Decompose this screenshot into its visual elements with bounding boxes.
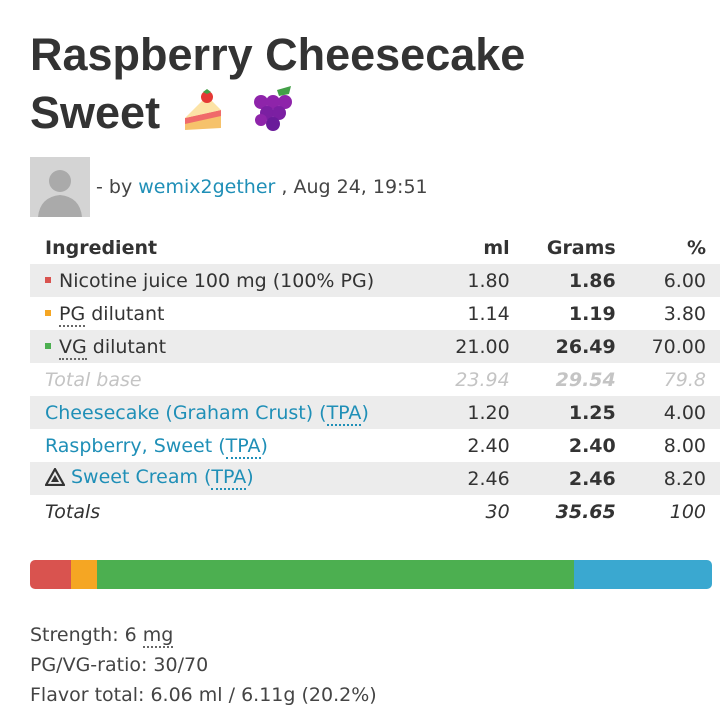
ml-value: 2.40 <box>467 434 510 457</box>
total-base-label: Total base <box>45 368 142 391</box>
header-percent: % <box>686 236 706 259</box>
percent-value: 100 <box>669 500 706 523</box>
author-prefix: - by <box>96 176 133 198</box>
table-row: PG dilutant 1.14 1.19 3.80 <box>30 297 720 330</box>
recipe-summary: Strength: 6 mg PG/VG-ratio: 30/70 Flavor… <box>30 620 377 710</box>
title-line-1: Raspberry Cheesecake <box>30 29 526 80</box>
table-row: Sweet Cream (TPA) 2.46 2.46 8.20 <box>30 462 720 495</box>
post-date: , Aug 24, 19:51 <box>281 176 428 198</box>
bar-segment-flavor <box>574 560 712 589</box>
ingredient-name: dilutant <box>86 335 167 358</box>
percent-value: 6.00 <box>663 269 706 292</box>
ingredient-name: Nicotine juice 100 mg (100% PG) <box>59 269 375 292</box>
vg-color-swatch <box>45 342 51 349</box>
percent-value: 8.20 <box>663 467 706 490</box>
flavor-link[interactable]: Sweet Cream (TPA) <box>71 466 254 490</box>
percent-value: 8.00 <box>663 434 706 457</box>
author-link[interactable]: wemix2gether <box>138 176 276 198</box>
percent-value: 70.00 <box>651 335 706 358</box>
strength-text: Strength: 6 <box>30 624 143 646</box>
flavor-name-close: ) <box>260 434 268 457</box>
ml-value: 2.46 <box>467 467 510 490</box>
composition-bar <box>30 560 712 589</box>
ml-value: 21.00 <box>455 335 510 358</box>
ml-value: 1.80 <box>467 269 510 292</box>
warning-icon[interactable] <box>44 467 66 491</box>
ingredient-name: dilutant <box>85 302 165 325</box>
bar-segment-nicotine <box>30 560 71 589</box>
grams-value: 35.65 <box>555 500 616 523</box>
grams-value: 26.49 <box>555 335 616 358</box>
ml-value: 1.14 <box>467 302 510 325</box>
flavor-total-line: Flavor total: 6.06 ml / 6.11g (20.2%) <box>30 684 377 706</box>
totals-row: Totals 30 35.65 100 <box>30 495 720 528</box>
table-row: VG dilutant 21.00 26.49 70.00 <box>30 330 720 363</box>
grams-value: 1.25 <box>568 401 616 424</box>
header-ingredient: Ingredient <box>45 236 158 259</box>
grams-value: 1.19 <box>568 302 616 325</box>
title-line-2: Sweet <box>30 87 161 138</box>
bar-segment-vg <box>96 560 575 589</box>
table-row: Cheesecake (Graham Crust) (TPA) 1.20 1.2… <box>30 396 720 429</box>
nicotine-color-swatch <box>45 276 51 283</box>
flavor-name-close: ) <box>361 401 369 424</box>
percent-value: 4.00 <box>663 401 706 424</box>
flavor-name-close: ) <box>246 466 254 488</box>
percent-value: 3.80 <box>663 302 706 325</box>
flavor-link[interactable]: Raspberry, Sweet (TPA) <box>45 434 268 459</box>
header-ml: ml <box>483 236 510 259</box>
tpa-abbreviation: TPA <box>225 434 261 459</box>
flavor-name: Cheesecake (Graham Crust) ( <box>45 401 327 424</box>
table-row: Raspberry, Sweet (TPA) 2.40 2.40 8.00 <box>30 429 720 462</box>
flavor-link[interactable]: Cheesecake (Graham Crust) (TPA) <box>45 401 369 426</box>
pg-color-swatch <box>45 309 51 316</box>
avatar[interactable] <box>30 157 90 217</box>
table-header: Ingredient ml Grams % <box>30 231 720 264</box>
header-grams: Grams <box>546 236 616 259</box>
cake-slice-emoji <box>181 88 227 148</box>
author-line: - by wemix2gether , Aug 24, 19:51 <box>30 157 428 217</box>
tpa-abbreviation: TPA <box>211 466 247 490</box>
ratio-line: PG/VG-ratio: 30/70 <box>30 654 209 676</box>
strength-line: Strength: 6 mg <box>30 620 377 650</box>
grapes-emoji <box>247 86 295 148</box>
ingredient-table: Ingredient ml Grams % Nicotine juice 100… <box>30 231 720 528</box>
ml-value: 1.20 <box>467 401 510 424</box>
ml-value: 30 <box>485 500 510 523</box>
total-base-row: Total base 23.94 29.54 79.8 <box>30 363 720 396</box>
bar-segment-pg <box>70 560 97 589</box>
table-row: Nicotine juice 100 mg (100% PG) 1.80 1.8… <box>30 264 720 297</box>
percent-value: 79.8 <box>663 368 706 391</box>
vg-abbreviation[interactable]: VG <box>59 335 87 360</box>
grams-value: 1.86 <box>568 269 616 292</box>
grams-value: 2.46 <box>568 467 616 490</box>
grams-value: 2.40 <box>568 434 616 457</box>
recipe-title: Raspberry Cheesecake Sweet <box>30 26 710 148</box>
mg-abbreviation[interactable]: mg <box>142 624 174 648</box>
tpa-abbreviation: TPA <box>326 401 362 426</box>
ml-value: 23.94 <box>455 368 510 391</box>
grams-value: 29.54 <box>555 368 616 391</box>
flavor-name: Sweet Cream ( <box>71 466 212 488</box>
flavor-name: Raspberry, Sweet ( <box>45 434 226 457</box>
totals-label: Totals <box>45 500 101 523</box>
pg-abbreviation[interactable]: PG <box>59 302 86 327</box>
